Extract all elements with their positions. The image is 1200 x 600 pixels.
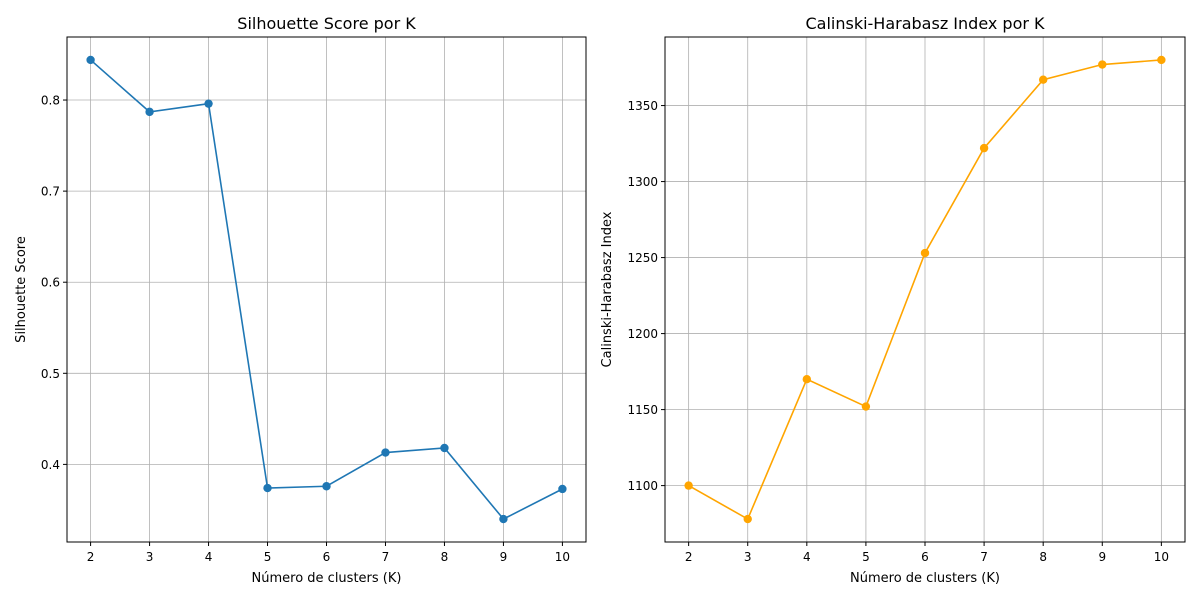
x-tick-label: 2	[685, 550, 693, 564]
x-tick-label: 6	[323, 550, 331, 564]
y-axis-label: Silhouette Score	[14, 236, 29, 343]
y-tick-label: 0.4	[41, 458, 60, 472]
calinski-harabasz-chart-panel: 2 3 4 5 6 7 8 9 10 1100 1150 1200 1250 1300 1350 Calin…	[600, 14, 1186, 586]
x-tick-label: 5	[264, 550, 272, 564]
data-point	[979, 143, 989, 153]
y-tick-label: 1300	[627, 175, 658, 189]
data-point	[499, 514, 508, 524]
data-point	[1098, 60, 1107, 69]
data-point	[684, 481, 693, 490]
chart-title: Calinski-Harabasz Index por K	[805, 14, 1045, 33]
data-point	[743, 514, 752, 524]
x-tick-label: 4	[803, 550, 811, 564]
x-tick-label: 7	[382, 550, 390, 564]
data-point	[86, 55, 95, 65]
x-tick-label: 8	[441, 550, 449, 564]
x-tick-label: 3	[744, 550, 752, 564]
x-tick-label: 10	[1154, 550, 1169, 564]
y-tick-label: 1100	[627, 479, 658, 493]
x-tick-label: 3	[146, 550, 154, 564]
y-tick-label: 0.5	[41, 367, 60, 381]
x-tick-label: 8	[1039, 550, 1047, 564]
silhouette-chart-panel: 2 3 4 5 6 7 8 9 10 0.4 0.5 0.6 0.7 0.8 Silhouette Sco…	[14, 14, 587, 586]
y-tick-label: 1250	[627, 251, 658, 265]
data-point	[322, 482, 331, 491]
y-tick-label: 0.6	[41, 276, 60, 290]
data-point	[145, 107, 154, 117]
y-tick-label: 0.7	[41, 185, 60, 199]
x-tick-label: 6	[921, 550, 929, 564]
x-axis-label: Número de clusters (K)	[850, 571, 1000, 586]
x-tick-label: 9	[500, 550, 508, 564]
data-point	[558, 484, 567, 494]
x-axis-label: Número de clusters (K)	[252, 571, 402, 586]
data-point	[204, 99, 213, 108]
data-point	[920, 248, 930, 258]
data-point	[1038, 75, 1048, 84]
x-tick-label: 4	[205, 550, 213, 564]
data-point	[861, 402, 871, 411]
y-tick-label: 1200	[627, 327, 658, 341]
x-tick-label: 2	[87, 550, 95, 564]
x-tick-label: 10	[555, 550, 570, 564]
data-point	[381, 448, 390, 457]
data-point	[802, 374, 812, 384]
y-axis-label: Calinski-Harabasz Index	[600, 211, 615, 367]
x-tick-label: 9	[1098, 550, 1106, 564]
data-point	[440, 443, 449, 453]
y-tick-label: 1350	[627, 99, 658, 113]
data-point	[263, 483, 272, 493]
data-point	[1157, 55, 1166, 65]
y-tick-label: 1150	[627, 403, 658, 417]
y-tick-label: 0.8	[41, 94, 60, 108]
x-tick-label: 7	[980, 550, 988, 564]
chart-title: Silhouette Score por K	[237, 14, 416, 33]
x-tick-label: 5	[862, 550, 870, 564]
